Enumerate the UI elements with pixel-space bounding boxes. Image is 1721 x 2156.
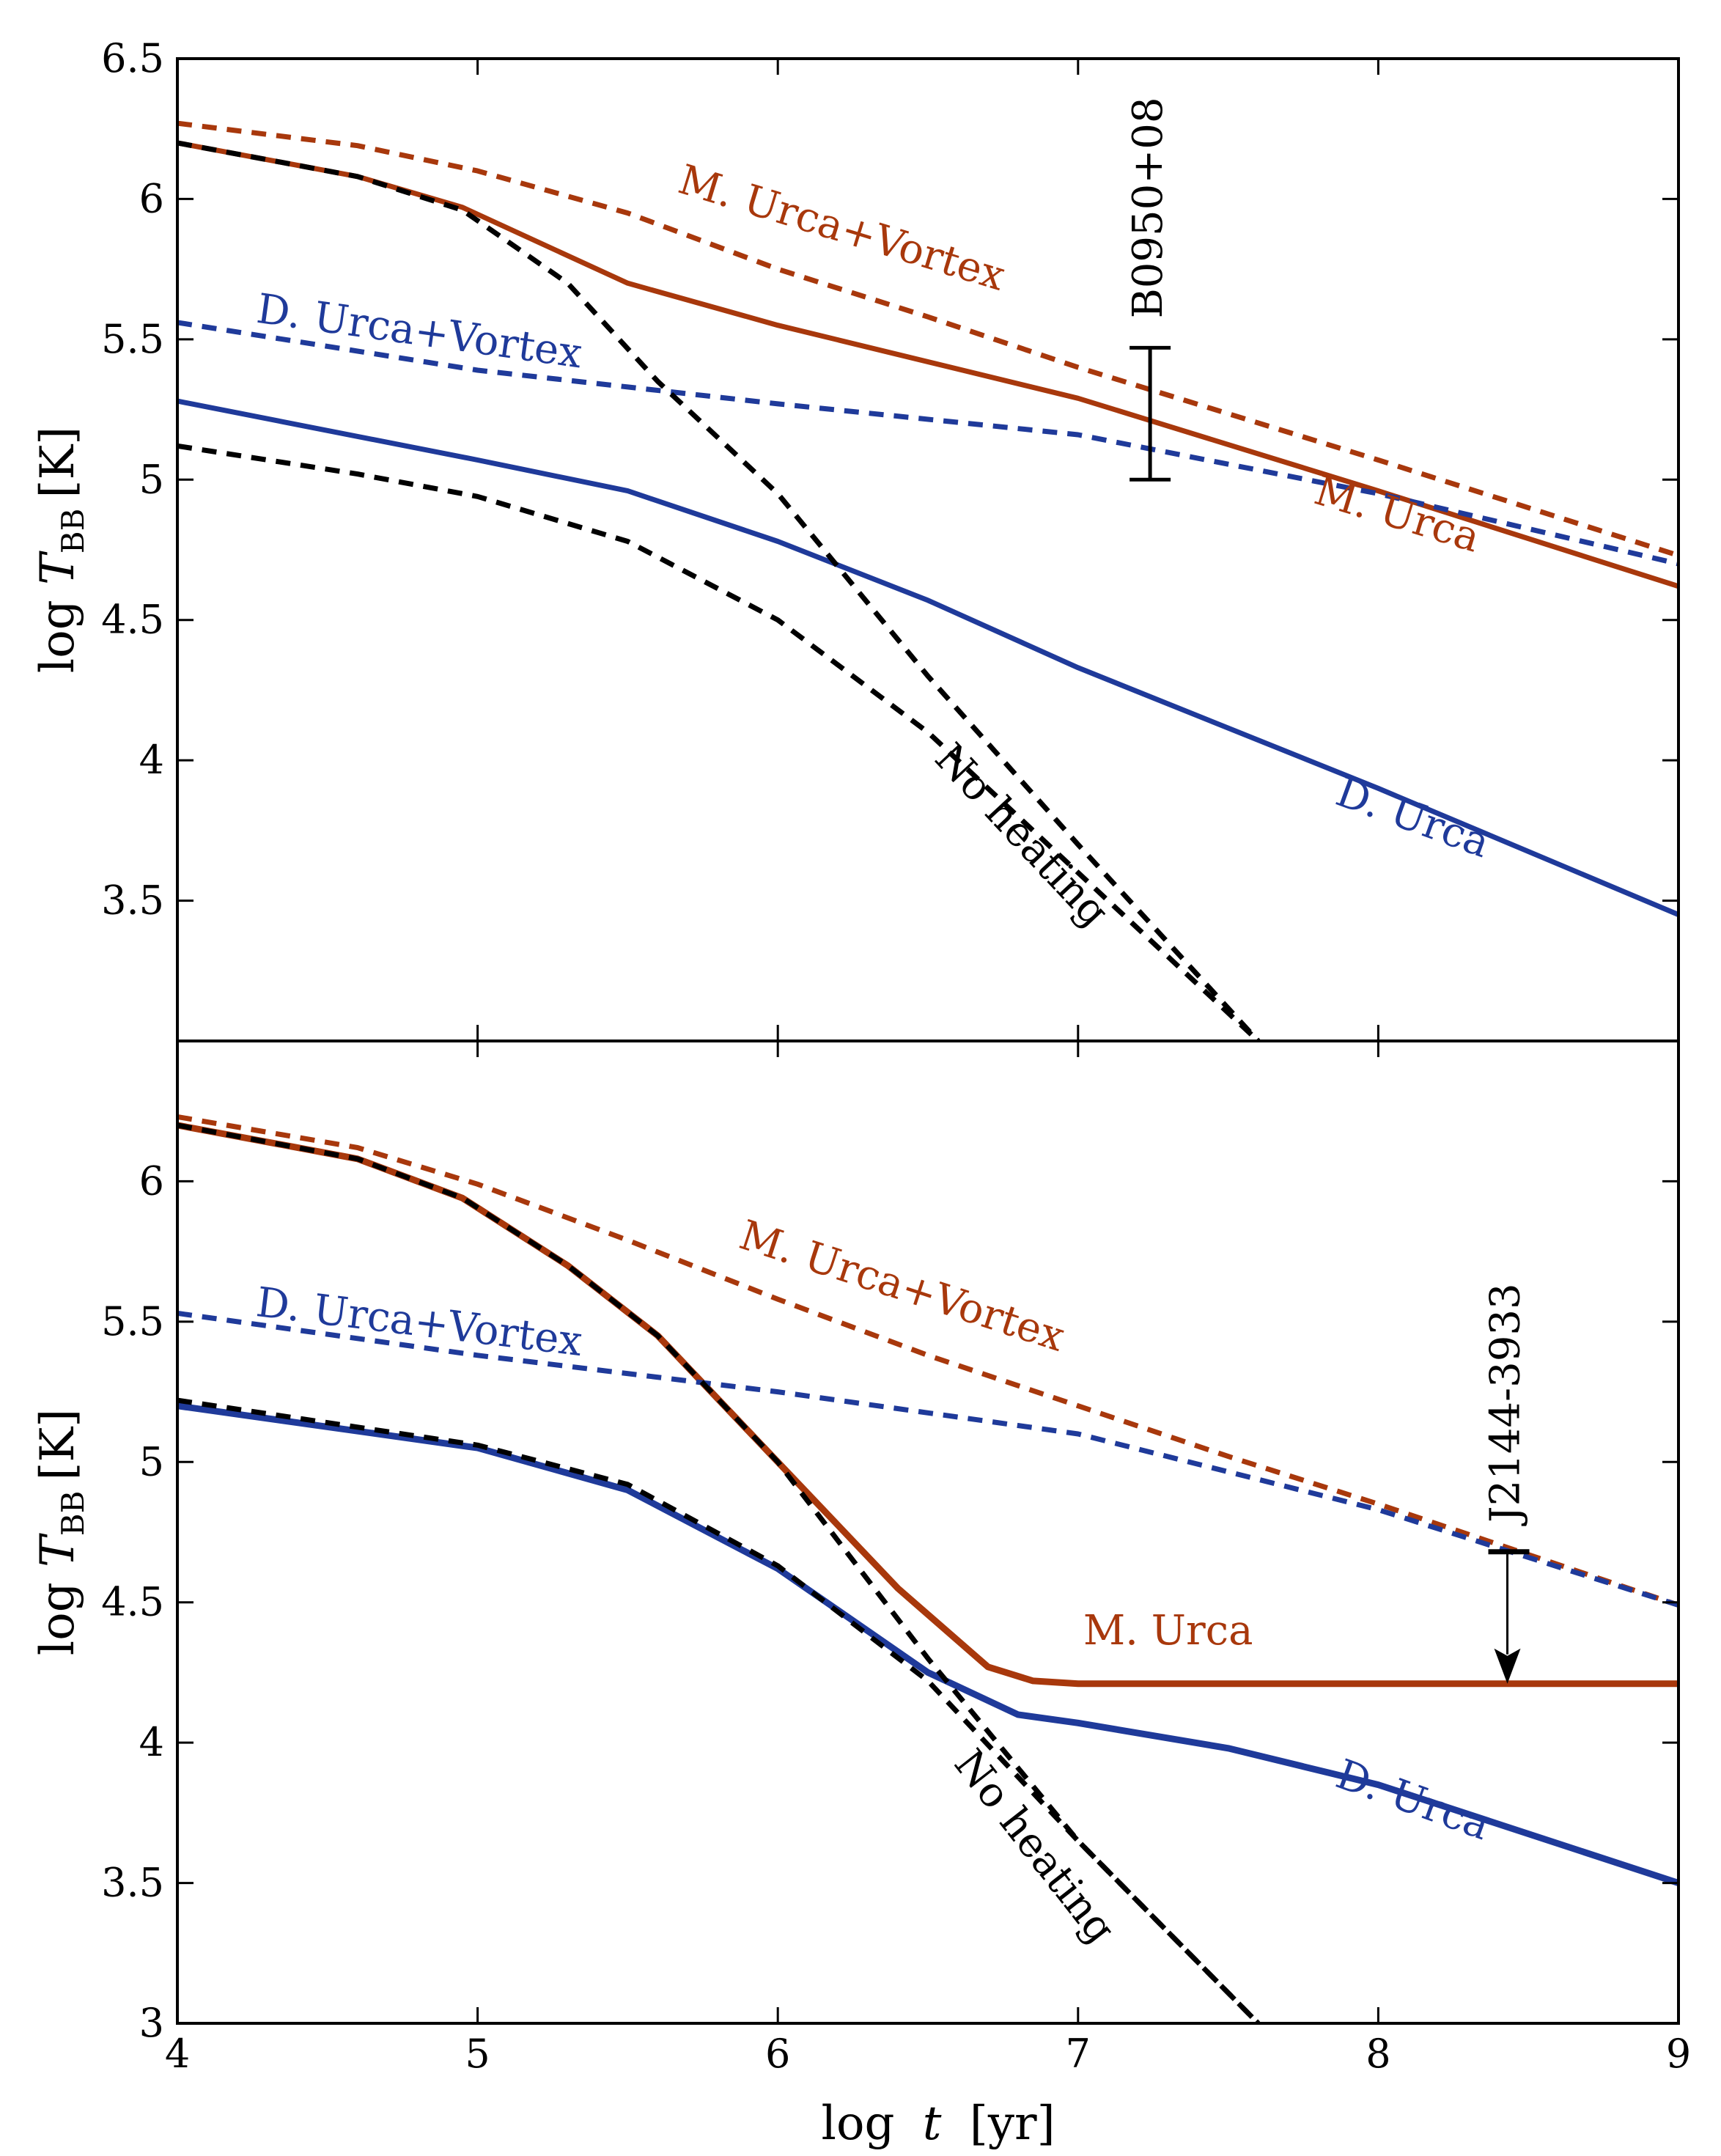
- data-point-b0950-08: [1129, 345, 1171, 482]
- axes-frame: [176, 1040, 1680, 2025]
- x-tick-label-6: 6: [765, 2031, 790, 2077]
- y-tick-label-4.5: 4.5: [101, 597, 164, 643]
- y-tick-label-3: 3: [139, 2000, 164, 2046]
- series-line-no-heating-5: [177, 1397, 1261, 2023]
- x-axis-label-var: t: [923, 2097, 942, 2151]
- y-tick-label-3.5: 3.5: [101, 878, 164, 924]
- y-axis-label-sub: BB: [55, 509, 91, 554]
- y-axis-label-unit: [K]: [31, 427, 85, 498]
- x-tick-label-8: 8: [1366, 2031, 1390, 2077]
- y-tick-label-6.5: 6.5: [101, 35, 164, 81]
- y-tick-label-5.5: 5.5: [101, 1298, 164, 1344]
- upper-limit-arrow: [1494, 1648, 1521, 1684]
- series-line-d-urca-vortex-3: [177, 320, 1678, 567]
- series-group: [177, 1114, 1678, 2023]
- y-axis-label: log TBB [K]: [31, 1409, 91, 1655]
- series-line-d-urca-2: [177, 1402, 1678, 1886]
- y-tick-label-4.5: 4.5: [101, 1579, 164, 1625]
- y-tick-label-4: 4: [139, 1719, 164, 1765]
- y-axis-label-unit: [K]: [31, 1409, 85, 1481]
- x-axis-label-prefix: log: [821, 2097, 894, 2151]
- x-axis-label-unit: [yr]: [970, 2097, 1055, 2151]
- series-line-no-heating-5: [177, 443, 1260, 1041]
- series-line-d-urca-vortex-3: [177, 1310, 1678, 1608]
- data-point-label-j2144-3933: J2144-3933: [1482, 1283, 1530, 1526]
- y-axis-label-var: T: [31, 551, 85, 585]
- curve-label-m-urca-2: M. Urca: [1083, 1607, 1253, 1655]
- y-tick-label-5: 5: [139, 1438, 164, 1484]
- data-point-j2144-3933: [1488, 1549, 1530, 1684]
- series-group: [177, 120, 1678, 1041]
- y-tick-label-6: 6: [139, 1158, 164, 1204]
- data-point-label-b0950-08: B0950+08: [1124, 97, 1172, 318]
- y-axis-label-prefix: log: [31, 585, 85, 673]
- series-line-no-heating-4: [177, 1122, 1261, 2023]
- y-axis-label: log TBB [K]: [31, 427, 91, 673]
- series-line-m-urca-vortex-1: [177, 1114, 1678, 1608]
- x-axis-label: log t [yr]: [821, 2097, 1055, 2151]
- y-axis-label-prefix: log: [31, 1567, 85, 1655]
- y-axis-label-sub: BB: [55, 1491, 91, 1537]
- series-line-no-heating-4: [177, 140, 1261, 1041]
- series-line-d-urca-2: [177, 398, 1678, 917]
- y-tick-label-5: 5: [139, 456, 164, 502]
- y-tick-label-5.5: 5.5: [101, 316, 164, 362]
- x-tick-label-4: 4: [165, 2031, 190, 2077]
- x-tick-label-5: 5: [465, 2031, 490, 2077]
- y-tick-label-3.5: 3.5: [101, 1860, 164, 1906]
- y-tick-label-6: 6: [139, 175, 164, 221]
- x-tick-label-9: 9: [1666, 2031, 1691, 2077]
- y-axis-label-var: T: [31, 1533, 85, 1567]
- y-tick-label-4: 4: [139, 737, 164, 783]
- x-tick-label-7: 7: [1066, 2031, 1091, 2077]
